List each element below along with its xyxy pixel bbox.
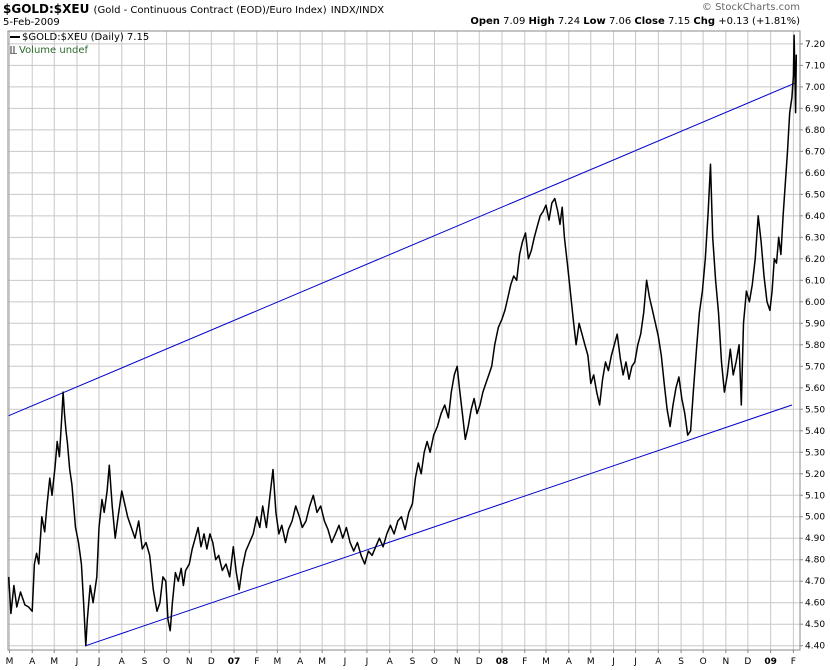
x-tick-label: N <box>722 657 729 667</box>
chart-legend: $GOLD:$XEU (Daily) 7.15 Volume undef <box>10 31 149 57</box>
chart-grid <box>8 31 800 650</box>
y-tick-label: 5.30 <box>805 448 825 458</box>
y-tick-label: 4.70 <box>805 577 825 587</box>
x-tick-label: M <box>318 657 326 667</box>
y-tick-label: 7.00 <box>805 83 825 93</box>
x-tick-label: J <box>633 657 637 667</box>
x-tick-label: A <box>387 657 394 667</box>
y-tick-label: 4.80 <box>805 556 825 566</box>
y-tick-label: 5.90 <box>805 319 825 329</box>
y-tick-label: 6.20 <box>805 255 825 265</box>
x-tick-label: D <box>744 657 751 667</box>
x-tick-label: O <box>163 657 170 667</box>
x-tick-label: A <box>297 657 304 667</box>
y-tick-label: 4.60 <box>805 599 825 609</box>
y-tick-label: 6.70 <box>805 147 825 157</box>
y-tick-label: 5.70 <box>805 362 825 372</box>
x-tick-label: F <box>791 657 796 667</box>
open-label: Open <box>470 16 500 27</box>
line-swatch-icon <box>10 36 20 38</box>
x-tick-label: J <box>97 657 101 667</box>
x-tick-label: N <box>186 657 193 667</box>
x-tick-label: M <box>273 657 281 667</box>
plot-frame <box>7 30 801 651</box>
x-tick-label: M <box>6 657 14 667</box>
price-line <box>7 34 798 647</box>
x-tick-label: 07 <box>228 657 241 667</box>
price-series <box>7 34 798 647</box>
chart-date: 5-Feb-2009 <box>3 17 60 28</box>
exchange-label: INDX/INDX <box>330 5 385 16</box>
trend-channel <box>8 82 797 647</box>
y-tick-label: 5.60 <box>805 384 825 394</box>
open-value: 7.09 <box>503 16 526 27</box>
x-tick-label: J <box>365 657 369 667</box>
volume-bars-icon <box>10 46 17 54</box>
channel-line-lower <box>85 404 793 647</box>
x-axis: M A M J J A S O N D 07 F M A M J J A S O N D 08 F M A M J J A S O N D 09 F <box>6 650 796 667</box>
chg-label: Chg <box>693 16 716 27</box>
y-tick-label: 6.00 <box>805 298 825 308</box>
x-tick-label: F <box>522 657 527 667</box>
high-value: 7.24 <box>557 16 581 27</box>
legend-volume-label: Volume undef <box>19 45 89 56</box>
y-tick-label: 5.50 <box>805 405 825 415</box>
high-label: High <box>528 16 555 27</box>
x-tick-label: O <box>431 657 438 667</box>
chart-title: $GOLD:$XEU (Gold - Continuous Contract (… <box>3 2 384 16</box>
x-tick-label: J <box>343 657 347 667</box>
channel-line-upper <box>8 82 797 417</box>
x-tick-label: A <box>655 657 662 667</box>
x-tick-label: D <box>208 657 215 667</box>
low-label: Low <box>583 16 606 27</box>
symbol-description: (Gold - Continuous Contract (EOD)/Euro I… <box>93 5 327 16</box>
y-tick-label: 5.40 <box>805 427 825 437</box>
x-tick-label: 08 <box>496 657 509 667</box>
y-axis: 4.40 4.50 4.60 4.70 4.80 4.90 5.00 5.10 5.20 5.30… <box>800 40 825 652</box>
y-tick-label: 4.40 <box>805 642 825 652</box>
x-tick-label: N <box>454 657 461 667</box>
y-tick-label: 6.10 <box>805 276 825 286</box>
x-tick-label: F <box>254 657 259 667</box>
x-tick-label: M <box>50 657 58 667</box>
chg-value: +0.13 (+1.81%) <box>718 16 800 27</box>
y-tick-label: 4.90 <box>805 534 825 544</box>
y-tick-label: 5.10 <box>805 491 825 501</box>
y-tick-label: 5.80 <box>805 341 825 351</box>
x-tick-label: S <box>142 657 148 667</box>
x-tick-label: J <box>611 657 615 667</box>
y-tick-label: 6.50 <box>805 190 825 200</box>
y-tick-label: 7.10 <box>805 61 825 71</box>
x-tick-label: A <box>29 657 36 667</box>
x-tick-label: S <box>678 657 684 667</box>
x-tick-label: A <box>566 657 573 667</box>
x-tick-label: D <box>476 657 483 667</box>
x-tick-label: M <box>587 657 595 667</box>
y-tick-label: 5.00 <box>805 513 825 523</box>
low-value: 7.06 <box>608 16 632 27</box>
x-tick-label: S <box>410 657 416 667</box>
legend-volume: Volume undef <box>10 44 149 57</box>
y-tick-label: 6.90 <box>805 104 825 114</box>
y-tick-label: 6.30 <box>805 233 825 243</box>
x-tick-label: A <box>119 657 126 667</box>
y-tick-label: 6.40 <box>805 212 825 222</box>
brand-watermark[interactable]: © StockCharts.com <box>701 2 800 13</box>
x-tick-label: J <box>75 657 79 667</box>
quote-summary: Open 7.09 High 7.24 Low 7.06 Close 7.15 … <box>470 16 800 27</box>
y-tick-label: 6.60 <box>805 169 825 179</box>
y-tick-label: 4.50 <box>805 620 825 630</box>
x-tick-label: O <box>700 657 707 667</box>
close-value: 7.15 <box>667 16 691 27</box>
y-tick-label: 7.20 <box>805 40 825 50</box>
legend-series-label: $GOLD:$XEU (Daily) 7.15 <box>22 32 150 43</box>
x-tick-label: 09 <box>764 657 777 667</box>
y-tick-label: 5.20 <box>805 470 825 480</box>
y-tick-label: 6.80 <box>805 126 825 136</box>
symbol-label: $GOLD:$XEU <box>3 2 90 16</box>
legend-series: $GOLD:$XEU (Daily) 7.15 <box>10 31 149 44</box>
x-tick-label: M <box>542 657 550 667</box>
close-label: Close <box>634 16 665 27</box>
